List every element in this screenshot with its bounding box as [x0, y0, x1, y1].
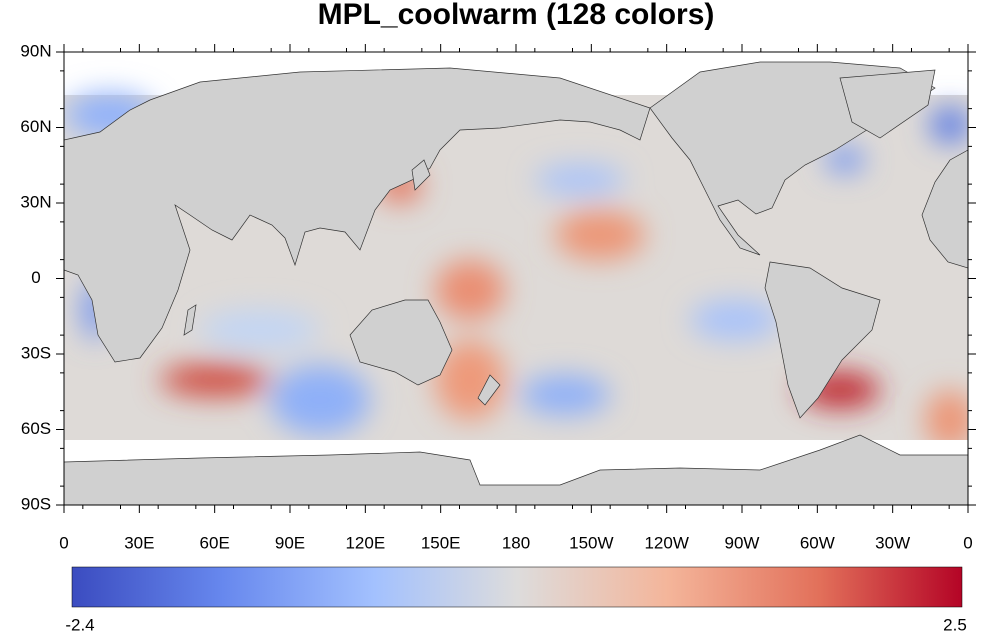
- y-tick-label: 60N: [20, 117, 51, 136]
- anomaly-field: [65, 93, 968, 450]
- y-tick-label: 90S: [21, 494, 51, 513]
- x-tick-label: 90W: [725, 533, 760, 552]
- eurasia-africa: [64, 67, 651, 363]
- y-tick-label: 0: [31, 268, 40, 287]
- x-tick-label: 0: [963, 533, 972, 552]
- chart-title: MPL_coolwarm (128 colors): [318, 0, 715, 31]
- x-tick-label: 30W: [875, 533, 910, 552]
- antarctica: [64, 434, 968, 505]
- x-tick-label: 150W: [569, 533, 613, 552]
- new-zealand: [477, 374, 501, 406]
- x-tick-label: 120E: [345, 533, 385, 552]
- x-tick-label: 60E: [200, 533, 230, 552]
- y-tick-label: 60S: [21, 419, 51, 438]
- colorbar-tick-label: 2.5: [943, 615, 967, 634]
- south-america: [764, 261, 881, 419]
- y-tick-label: 30S: [21, 343, 51, 362]
- x-tick-label: 30E: [124, 533, 154, 552]
- west-africa: [921, 149, 968, 269]
- x-tick-label: 120W: [644, 533, 688, 552]
- colorbar: [71, 566, 963, 608]
- map: [64, 52, 968, 505]
- x-tick-label: 180: [502, 533, 530, 552]
- madagascar: [183, 304, 197, 336]
- x-tick-label: 90E: [275, 533, 305, 552]
- y-tick-label: 30N: [20, 192, 51, 211]
- japan: [411, 159, 431, 191]
- australia: [349, 299, 453, 386]
- greenland: [839, 69, 936, 139]
- x-tick-label: 0: [59, 533, 68, 552]
- x-tick-label: 60W: [800, 533, 835, 552]
- colorbar-tick-label: -2.4: [65, 615, 94, 634]
- y-tick-label: 90N: [20, 41, 51, 60]
- x-tick-label: 150E: [421, 533, 461, 552]
